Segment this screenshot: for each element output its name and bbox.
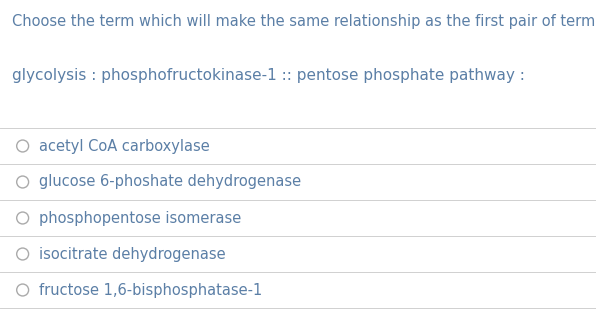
Text: glycolysis : phosphofructokinase-1 :: pentose phosphate pathway :: glycolysis : phosphofructokinase-1 :: pe… [12, 68, 525, 83]
Text: glucose 6-phoshate dehydrogenase: glucose 6-phoshate dehydrogenase [39, 175, 301, 190]
Text: fructose 1,6-bisphosphatase-1: fructose 1,6-bisphosphatase-1 [39, 283, 262, 297]
Text: acetyl CoA carboxylase: acetyl CoA carboxylase [39, 138, 209, 154]
Text: isocitrate dehydrogenase: isocitrate dehydrogenase [39, 247, 225, 261]
Text: Choose the term which will make the same relationship as the first pair of terms: Choose the term which will make the same… [12, 14, 596, 29]
Text: phosphopentose isomerase: phosphopentose isomerase [39, 211, 241, 226]
